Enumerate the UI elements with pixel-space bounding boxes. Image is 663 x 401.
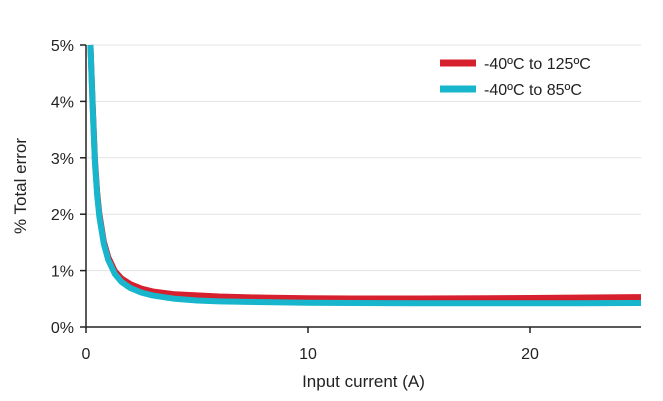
x-tick-label: 10 xyxy=(299,346,317,363)
legend-label-series-2: -40ºC to 85ºC xyxy=(484,82,582,99)
y-tick-label: 4% xyxy=(51,94,74,111)
x-tick-label: 20 xyxy=(521,346,539,363)
series-line-2 xyxy=(87,44,642,307)
x-axis-title: Input current (A) xyxy=(302,372,425,391)
legend: -40ºC to 125ºC -40ºC to 85ºC xyxy=(440,56,591,99)
x-tick-label: 0 xyxy=(82,346,91,363)
y-ticks: 0% 1% 2% 3% 4% 5% xyxy=(51,38,86,337)
legend-label-series-1: -40ºC to 125ºC xyxy=(484,56,591,73)
y-tick-label: 1% xyxy=(51,264,74,281)
axes xyxy=(85,45,641,328)
y-tick-label: 3% xyxy=(51,151,74,168)
y-axis-title: % Total error xyxy=(11,138,30,234)
gridlines xyxy=(86,44,641,272)
y-tick-label: 5% xyxy=(51,38,74,55)
y-tick-label: 2% xyxy=(51,207,74,224)
y-tick-label: 0% xyxy=(51,320,74,337)
series-lines xyxy=(87,44,642,307)
x-ticks: 0 10 20 xyxy=(82,327,539,363)
